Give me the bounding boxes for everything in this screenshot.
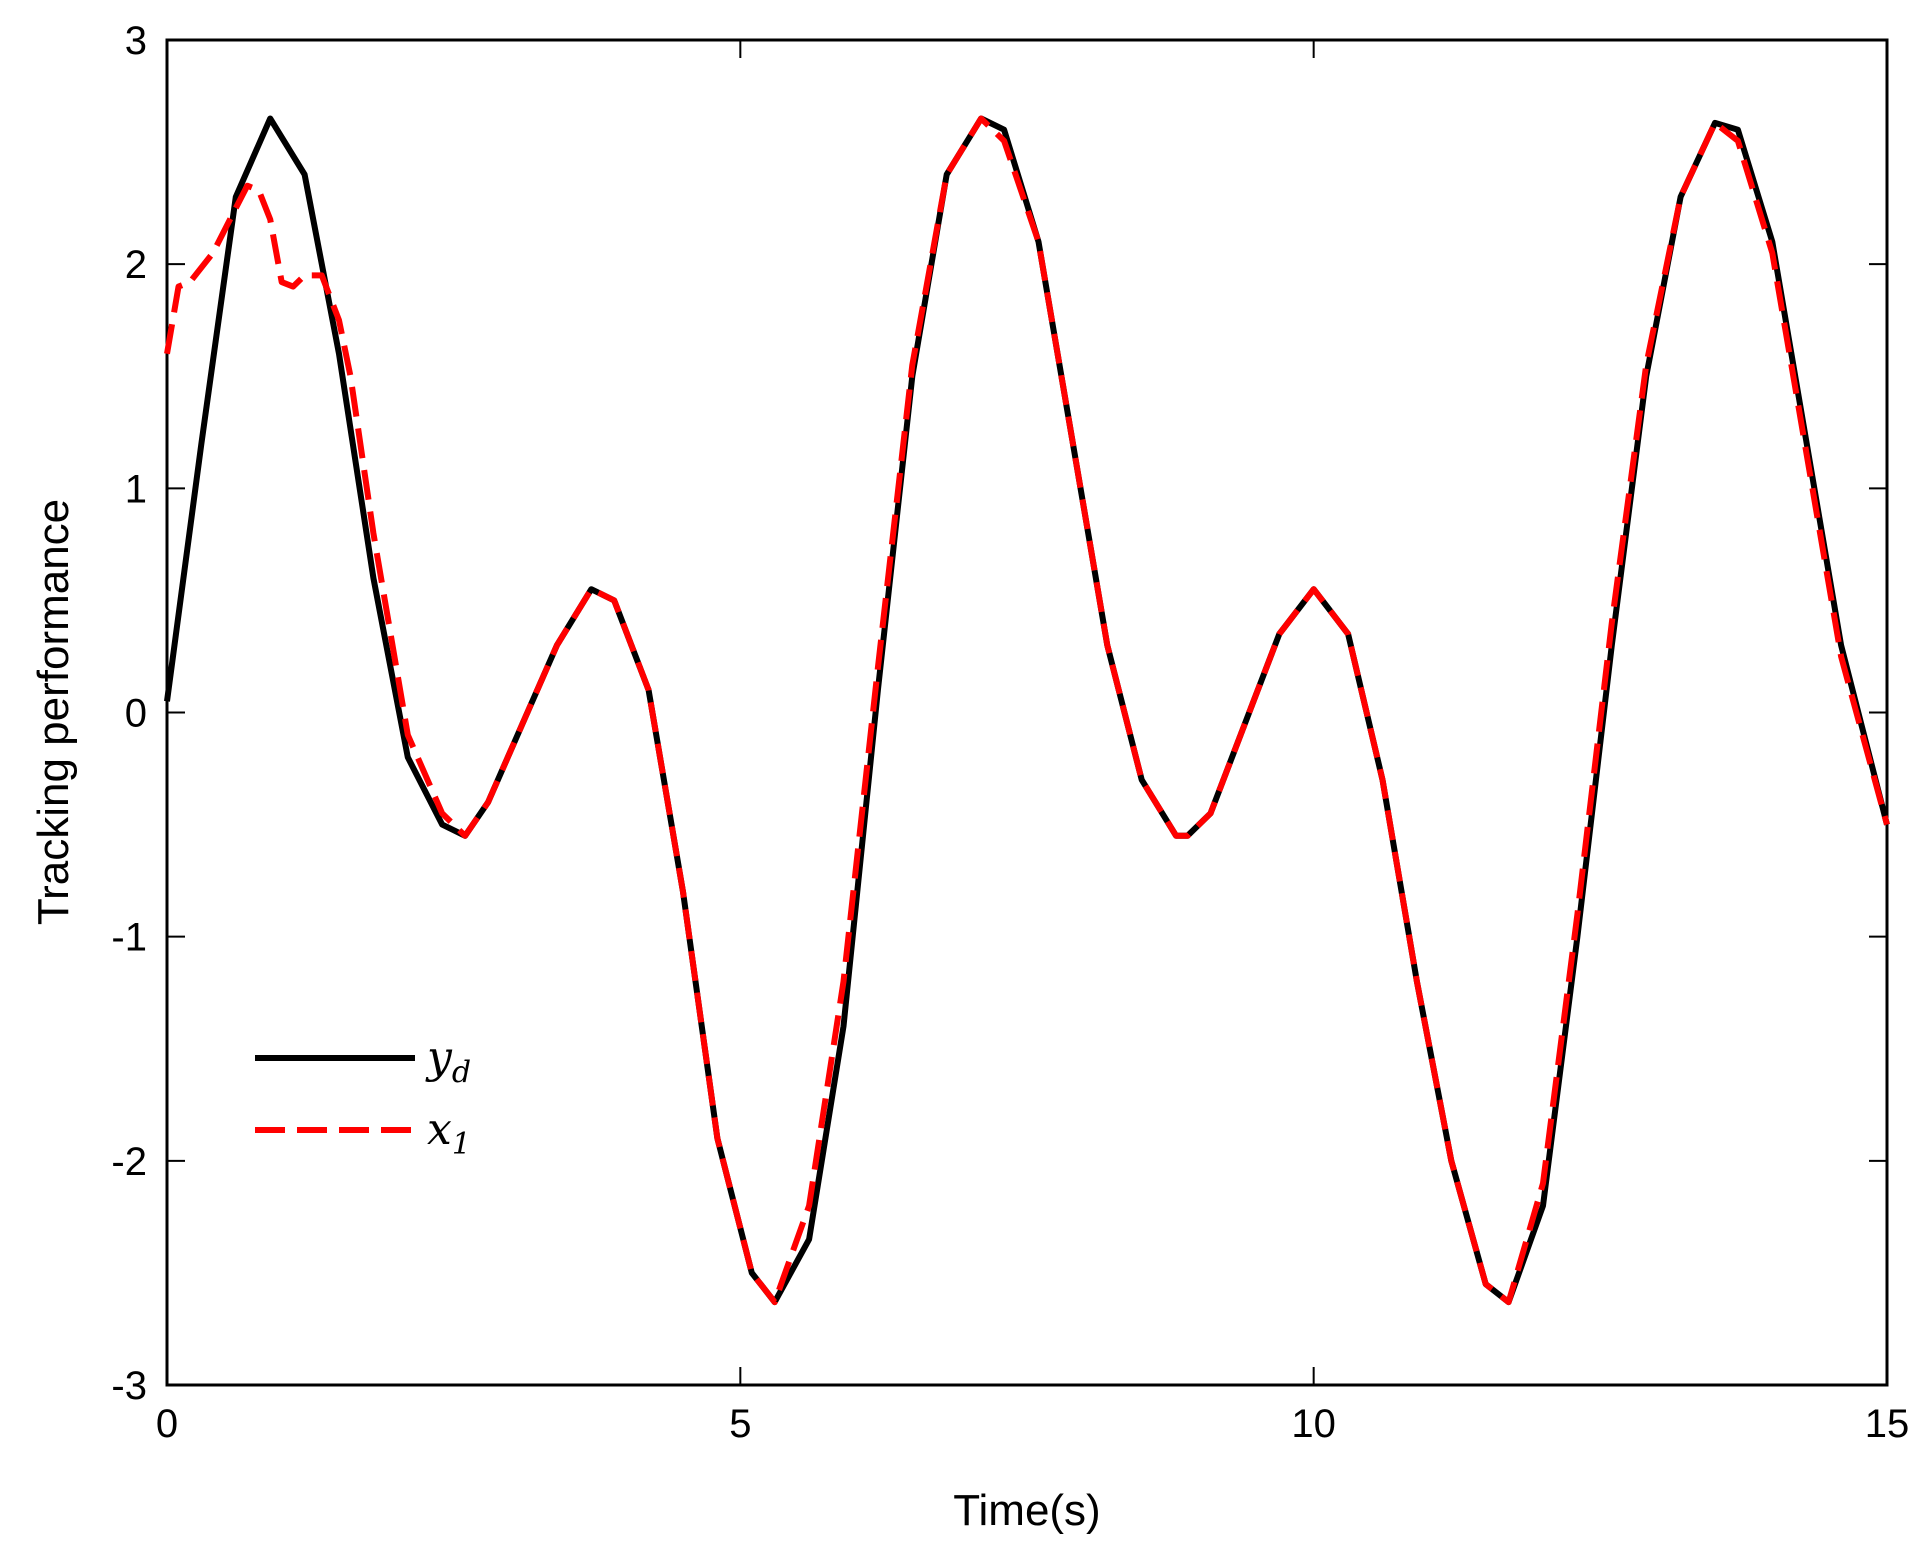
axis-ticks (166, 39, 1888, 1386)
legend-label-x-1: x1 (427, 1104, 471, 1162)
legend-main: x (427, 1104, 452, 1155)
y-tick-label: 3 (125, 19, 147, 63)
x-tick-label: 0 (156, 1402, 178, 1446)
y-tick-label: -2 (111, 1140, 147, 1184)
x-tick-label: 10 (1291, 1402, 1336, 1446)
series-line-x-1 (164, 115, 1890, 1306)
y-tick-labels: 3 2 1 0 -1 -2 -3 (111, 19, 147, 1408)
series-line-y-d (164, 115, 1890, 1306)
y-tick-label: 1 (125, 467, 147, 511)
legend-label-y-d: yd (425, 1032, 471, 1090)
x-tick-label: 15 (1865, 1402, 1910, 1446)
legend-main: y (425, 1032, 453, 1083)
y-tick-label: -1 (111, 916, 147, 960)
x-tick-label: 5 (729, 1402, 751, 1446)
legend-subscript: d (452, 1055, 471, 1090)
y-tick-label: 2 (125, 243, 147, 287)
x-axis-title: Time(s) (953, 1486, 1100, 1535)
y-tick-label: -3 (111, 1364, 147, 1408)
legend-subscript: 1 (452, 1127, 471, 1162)
y-axis-title: Tracking performance (29, 499, 78, 925)
plot-frame (165, 38, 1889, 1387)
y-tick-label: 0 (125, 692, 147, 736)
x-tick-labels: 0 5 10 15 (156, 1402, 1909, 1446)
series-lines (164, 115, 1890, 1306)
